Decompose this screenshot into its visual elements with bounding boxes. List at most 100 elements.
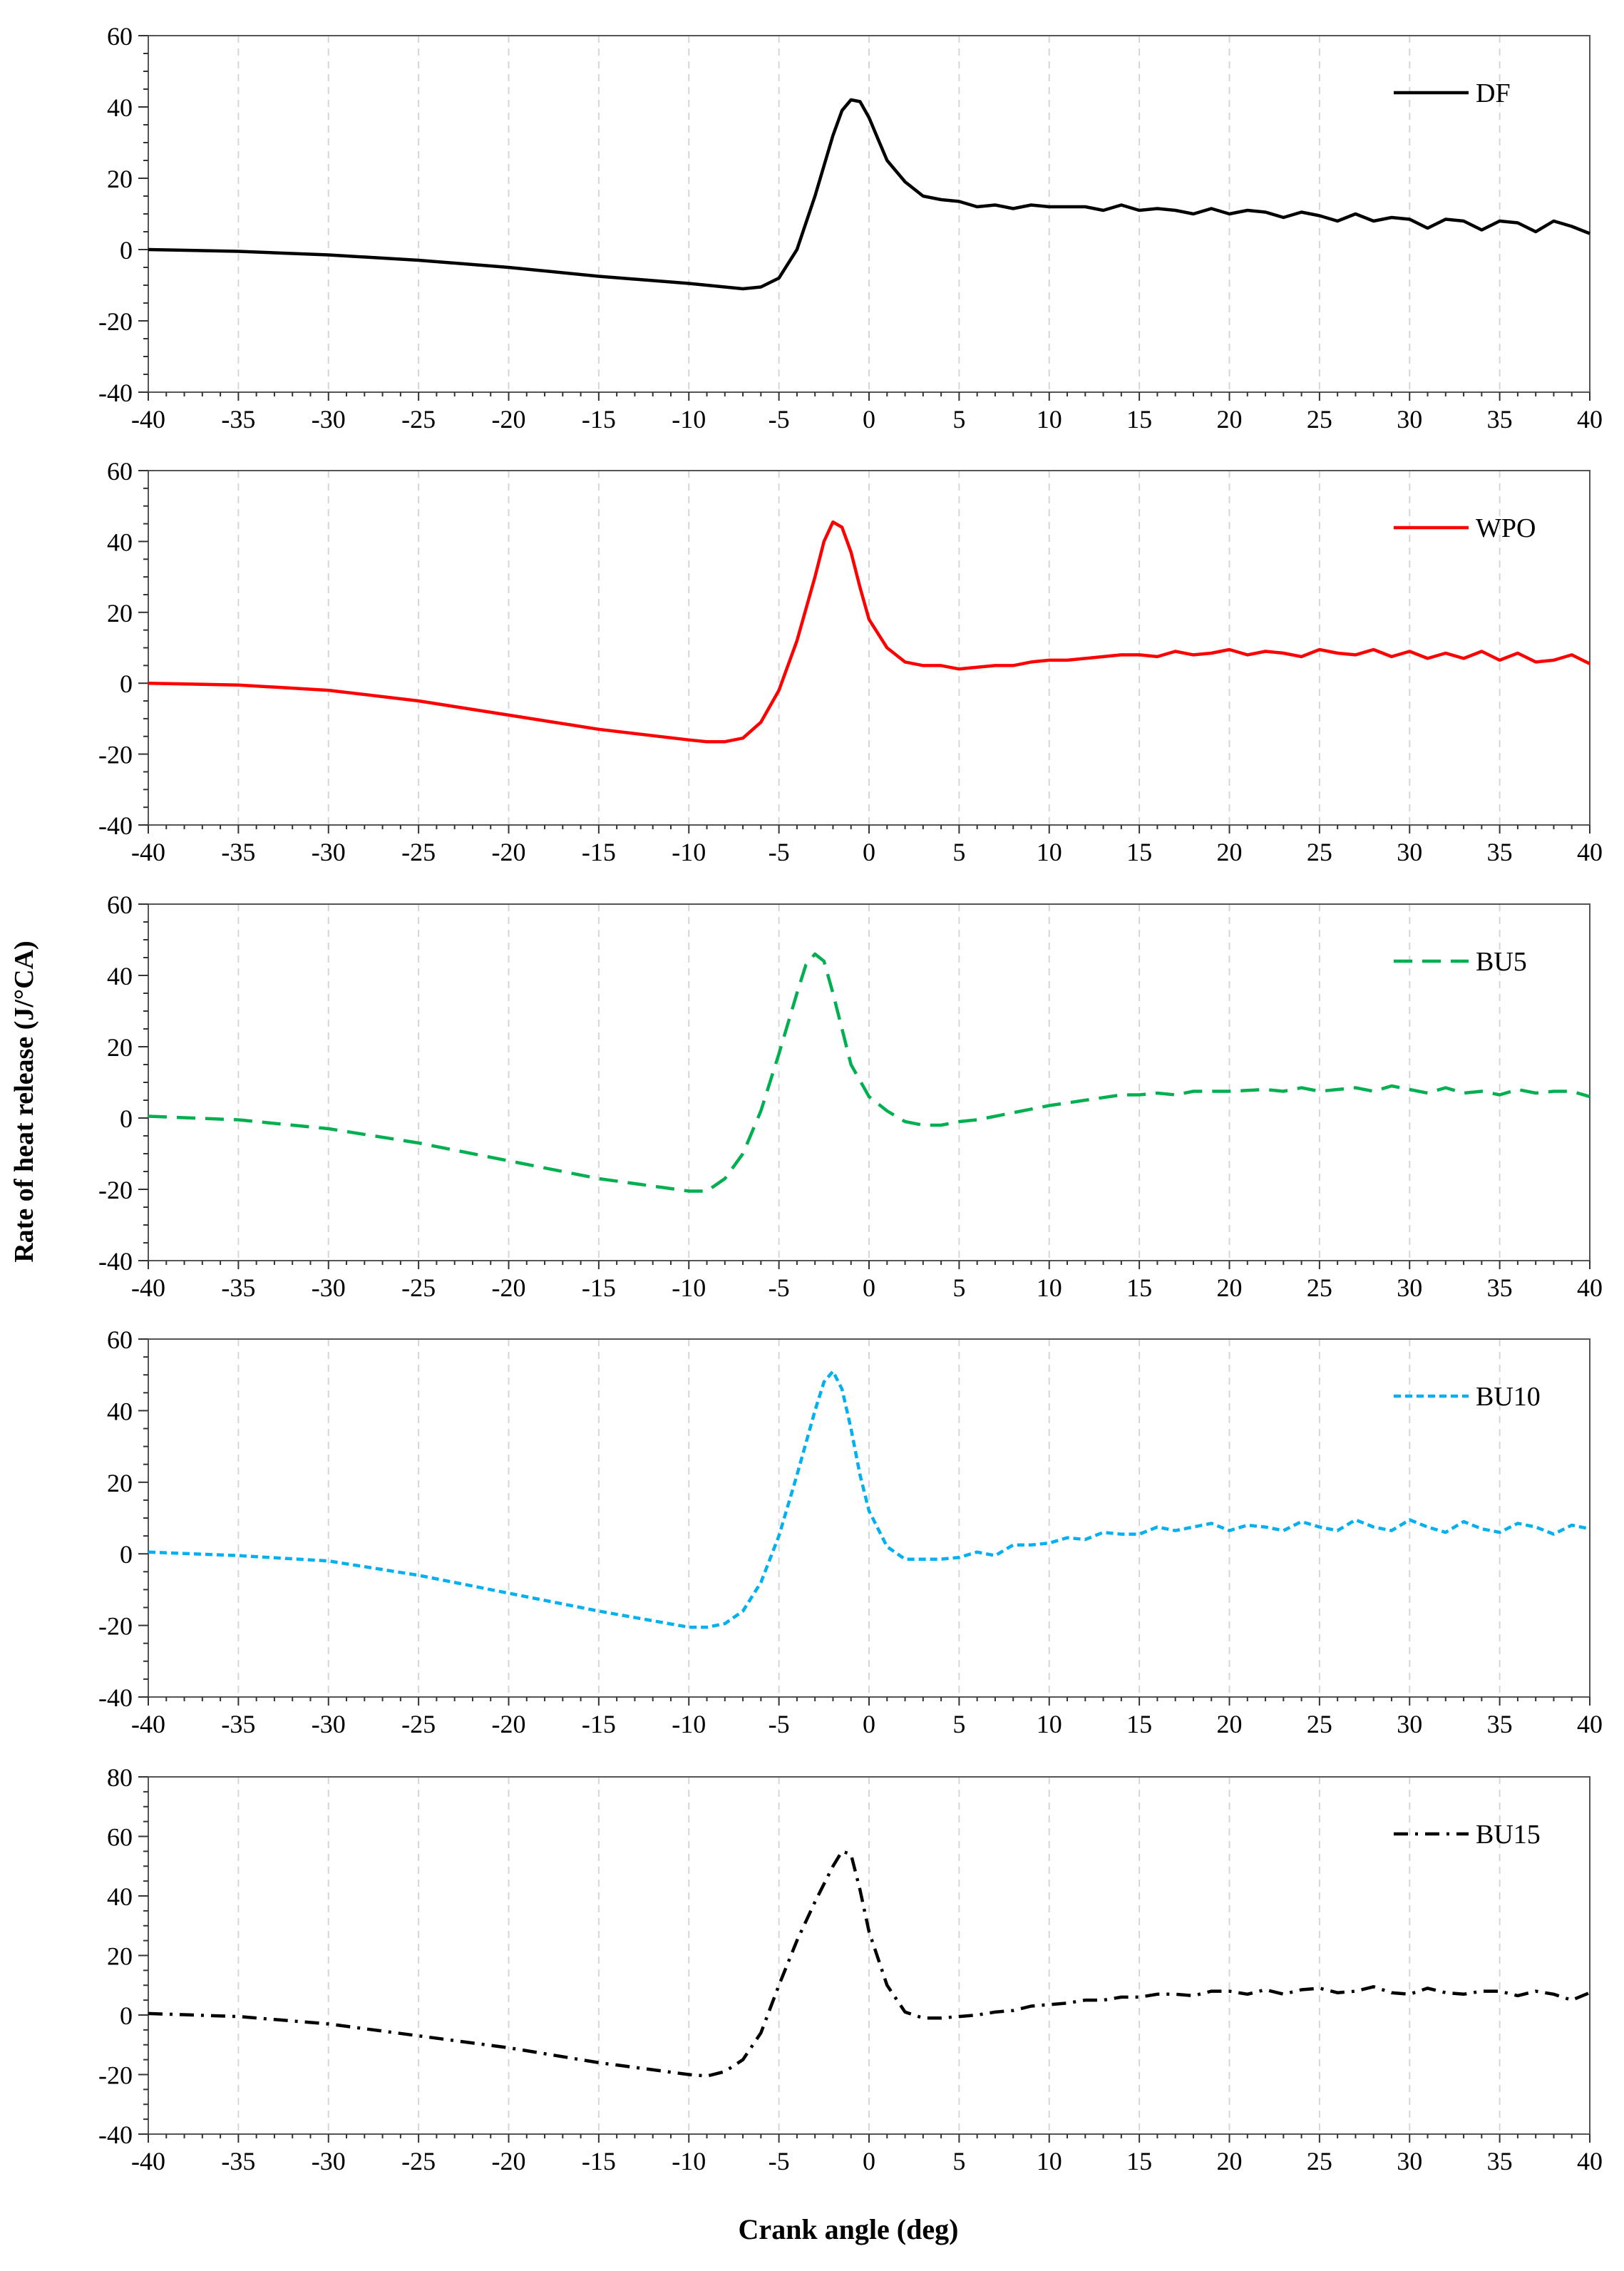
x-tick-label: 40 bbox=[1577, 405, 1603, 434]
x-tick-label: -20 bbox=[492, 838, 526, 866]
x-tick-label: 35 bbox=[1487, 1273, 1513, 1302]
series-line-df bbox=[148, 98, 1590, 291]
y-tick-label: -40 bbox=[98, 811, 133, 840]
x-tick-label: 25 bbox=[1307, 405, 1332, 434]
x-tick-label: -15 bbox=[582, 405, 616, 434]
x-tick-label: 20 bbox=[1217, 1710, 1243, 1738]
x-tick-label: -15 bbox=[582, 838, 616, 866]
x-tick-label: -10 bbox=[672, 838, 706, 866]
x-tick-label: -40 bbox=[131, 2147, 165, 2175]
x-tick-label: 10 bbox=[1037, 2147, 1062, 2175]
x-tick-label: 30 bbox=[1397, 838, 1422, 866]
y-tick-label: 0 bbox=[120, 670, 133, 698]
x-tick-label: -20 bbox=[492, 1273, 526, 1302]
y-tick-label: 60 bbox=[107, 1823, 133, 1852]
series-line-bu10 bbox=[148, 1369, 1590, 1629]
chart-panel-df: -40 -20 0 20 40 60 -40 -35 -30 -25 -20 -15 -10 -5 0 5 10… bbox=[98, 22, 1603, 434]
series-line-bu5 bbox=[148, 952, 1590, 1193]
x-tick-label: 10 bbox=[1037, 1710, 1062, 1738]
y-tick-label: 0 bbox=[120, 236, 133, 265]
x-tick-label: 15 bbox=[1126, 2147, 1152, 2175]
x-tick-label: -5 bbox=[769, 838, 790, 866]
x-tick-label: -35 bbox=[221, 405, 255, 434]
y-tick-label: 80 bbox=[107, 1763, 133, 1792]
x-tick-label: -35 bbox=[221, 838, 255, 866]
y-tick-label: 20 bbox=[107, 1469, 133, 1497]
x-tick-label: 30 bbox=[1397, 1710, 1422, 1738]
x-tick-label: 15 bbox=[1126, 405, 1152, 434]
legend-label: BU10 bbox=[1476, 1382, 1541, 1412]
y-tick-label: 60 bbox=[107, 22, 133, 51]
x-tick-label: -35 bbox=[221, 1273, 255, 1302]
x-tick-label: -30 bbox=[312, 838, 346, 866]
x-tick-label: -5 bbox=[769, 1710, 790, 1738]
y-tick-label: -40 bbox=[98, 1247, 133, 1276]
y-tick-label: -20 bbox=[98, 1176, 133, 1204]
x-tick-label: 30 bbox=[1397, 405, 1422, 434]
chart-panel-bu10: -40 -20 0 20 40 60 -40 -35 -30 -25 -20 -15 -10 -5 0 5 10… bbox=[98, 1326, 1603, 1738]
y-tick-label: -40 bbox=[98, 379, 133, 407]
legend-label: BU5 bbox=[1476, 947, 1527, 977]
y-tick-label: 0 bbox=[120, 1540, 133, 1569]
y-tick-label: 20 bbox=[107, 599, 133, 627]
x-tick-label: 0 bbox=[863, 1710, 875, 1738]
y-tick-label: 40 bbox=[107, 528, 133, 556]
y-tick-label: 20 bbox=[107, 165, 133, 193]
y-tick-label: -20 bbox=[98, 1612, 133, 1641]
y-tick-label: 40 bbox=[107, 1397, 133, 1425]
x-tick-label: -5 bbox=[769, 1273, 790, 1302]
x-tick-label: -20 bbox=[492, 2147, 526, 2175]
y-tick-label: 60 bbox=[107, 457, 133, 486]
x-tick-label: 0 bbox=[863, 1273, 875, 1302]
y-tick-label: 20 bbox=[107, 1033, 133, 1062]
x-tick-label: -25 bbox=[401, 405, 436, 434]
x-tick-label: 40 bbox=[1577, 2147, 1603, 2175]
x-axis-label: Crank angle (deg) bbox=[739, 2213, 959, 2245]
y-tick-label: 20 bbox=[107, 1942, 133, 1971]
x-tick-label: 0 bbox=[863, 838, 875, 866]
x-tick-label: 5 bbox=[952, 1710, 965, 1738]
x-tick-label: -35 bbox=[221, 2147, 255, 2175]
y-tick-label: -40 bbox=[98, 2121, 133, 2149]
legend-label: DF bbox=[1476, 78, 1511, 108]
legend-label: WPO bbox=[1476, 513, 1536, 543]
x-tick-label: 25 bbox=[1307, 1273, 1332, 1302]
y-tick-label: -20 bbox=[98, 741, 133, 769]
x-tick-label: 20 bbox=[1217, 2147, 1243, 2175]
y-tick-label: 40 bbox=[107, 1882, 133, 1911]
x-tick-label: -5 bbox=[769, 405, 790, 434]
x-tick-label: -10 bbox=[672, 2147, 706, 2175]
x-tick-label: 35 bbox=[1487, 1710, 1513, 1738]
y-tick-label: 40 bbox=[107, 93, 133, 122]
x-tick-label: 10 bbox=[1037, 1273, 1062, 1302]
x-tick-label: -30 bbox=[312, 1273, 346, 1302]
chart-panel-bu5: -40 -20 0 20 40 60 -40 -35 -30 -25 -20 -15 -10 -5 0 5 10… bbox=[98, 891, 1603, 1302]
x-tick-label: 10 bbox=[1037, 838, 1062, 866]
y-tick-label: -40 bbox=[98, 1683, 133, 1712]
x-tick-label: -20 bbox=[492, 1710, 526, 1738]
x-tick-label: 25 bbox=[1307, 2147, 1332, 2175]
y-tick-label: -20 bbox=[98, 2061, 133, 2090]
x-tick-label: 30 bbox=[1397, 1273, 1422, 1302]
series-line-wpo bbox=[148, 520, 1590, 744]
y-tick-label: 0 bbox=[120, 1104, 133, 1133]
x-tick-label: -30 bbox=[312, 2147, 346, 2175]
x-tick-label: 15 bbox=[1126, 838, 1152, 866]
x-tick-label: -15 bbox=[582, 2147, 616, 2175]
x-tick-label: 0 bbox=[863, 2147, 875, 2175]
y-tick-label: 0 bbox=[120, 2001, 133, 2030]
chart-panels: -40 -20 0 20 40 60 -40 -35 -30 -25 -20 -15 -10 -5 0 5 10… bbox=[98, 22, 1603, 2175]
chart-panel-bu15: -40 -20 0 20 40 60 80 -40 -35 -30 -25 -20 -15 -10 -5 0 5… bbox=[98, 1763, 1603, 2175]
x-tick-label: 40 bbox=[1577, 838, 1603, 866]
x-tick-label: 0 bbox=[863, 405, 875, 434]
y-tick-label: 60 bbox=[107, 891, 133, 919]
x-tick-label: -25 bbox=[401, 1710, 436, 1738]
x-tick-label: 20 bbox=[1217, 405, 1243, 434]
x-tick-label: -40 bbox=[131, 1710, 165, 1738]
y-tick-label: -20 bbox=[98, 307, 133, 336]
y-tick-label: 40 bbox=[107, 962, 133, 990]
x-tick-label: -30 bbox=[312, 1710, 346, 1738]
x-tick-label: -5 bbox=[769, 2147, 790, 2175]
x-tick-label: -10 bbox=[672, 1710, 706, 1738]
